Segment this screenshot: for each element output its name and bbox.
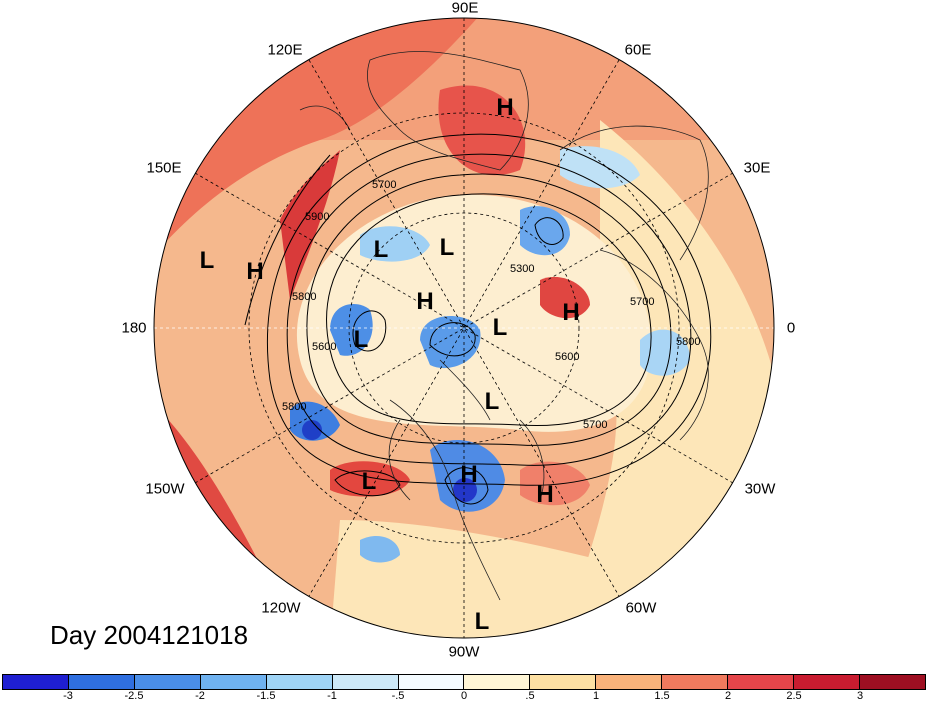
low-pressure-marker: L [474, 608, 490, 635]
longitude-label: 90E [451, 0, 479, 17]
contour-label: 5900 [305, 211, 329, 223]
colorbar-tick-label: -1.5 [256, 690, 276, 702]
colorbar-swatch [200, 675, 267, 689]
contour-label: 5700 [372, 179, 396, 191]
low-pressure-marker: L [199, 247, 215, 274]
colorbar-swatch [464, 675, 531, 689]
contour-label: 5700 [630, 296, 654, 308]
colorbar [2, 674, 926, 690]
graticule [154, 18, 774, 638]
high-pressure-marker: H [416, 288, 434, 315]
longitude-label: 30W [744, 480, 776, 498]
longitude-label: 90W [448, 643, 480, 661]
colorbar-tick-label: 2 [724, 690, 732, 702]
height-contours [244, 133, 712, 505]
longitude-label: 0 [786, 319, 796, 337]
colorbar-swatch [398, 675, 465, 689]
colorbar-tick-label: 1 [592, 690, 600, 702]
longitude-label: 120E [267, 41, 303, 59]
contour-label: 5800 [676, 336, 700, 348]
colorbar-tick-label: 0 [460, 690, 468, 702]
contour-label: 5600 [312, 341, 336, 353]
anomaly-field [154, 18, 774, 638]
low-pressure-marker: H [460, 461, 478, 488]
colorbar-swatch [728, 675, 795, 689]
colorbar-tick-label: 3 [856, 690, 864, 702]
low-pressure-marker: L [484, 388, 500, 415]
contour-label: 5600 [555, 351, 579, 363]
colorbar-swatch [794, 675, 860, 689]
colorbar-swatch [3, 675, 69, 689]
colorbar-tick-label: -2 [195, 690, 205, 702]
contour-label: 5800 [282, 401, 306, 413]
colorbar-tick-label: -1 [327, 690, 337, 702]
high-pressure-marker: H [562, 299, 580, 326]
colorbar-tick-label: -2.5 [124, 690, 144, 702]
colorbar-tick-label: -.5 [391, 690, 405, 702]
low-pressure-marker: L [439, 234, 455, 261]
contour-label: 5700 [583, 419, 607, 431]
date-label: Day 2004121018 [50, 620, 249, 650]
colorbar-tick-label: .5 [525, 690, 535, 702]
colorbar-tick-label: -3 [63, 690, 73, 702]
colorbar-swatch [266, 675, 333, 689]
high-pressure-marker: H [496, 94, 514, 121]
low-pressure-marker: L [353, 326, 369, 353]
low-pressure-marker: L [492, 314, 508, 341]
colorbar-tick-label: 1.5 [654, 690, 670, 702]
longitude-label: 30E [743, 159, 771, 177]
low-pressure-marker: L [373, 236, 389, 263]
high-pressure-marker: H [536, 481, 554, 508]
contour-label: 5300 [510, 263, 534, 275]
colorbar-tick-label: 2.5 [786, 690, 802, 702]
colorbar-swatch [662, 675, 729, 689]
longitude-label: 180 [121, 319, 147, 337]
colorbar-swatch [68, 675, 135, 689]
contour-labels: 5300 5600 5600 5700 5700 5700 5800 5800 … [282, 179, 700, 431]
high-pressure-marker: L [361, 468, 377, 495]
colorbar-swatch [530, 675, 597, 689]
coastlines [299, 51, 709, 601]
colorbar-swatch [134, 675, 201, 689]
longitude-label: 120W [261, 599, 301, 617]
contour-label: 5800 [292, 291, 316, 303]
longitude-label: 150W [145, 480, 185, 498]
longitude-label: 60E [624, 41, 652, 59]
colorbar-swatch [859, 675, 925, 689]
high-pressure-marker: H [246, 258, 264, 285]
colorbar-swatch [332, 675, 399, 689]
longitude-label: 150E [146, 159, 182, 177]
longitude-label: 60W [625, 599, 657, 617]
colorbar-swatch [596, 675, 663, 689]
